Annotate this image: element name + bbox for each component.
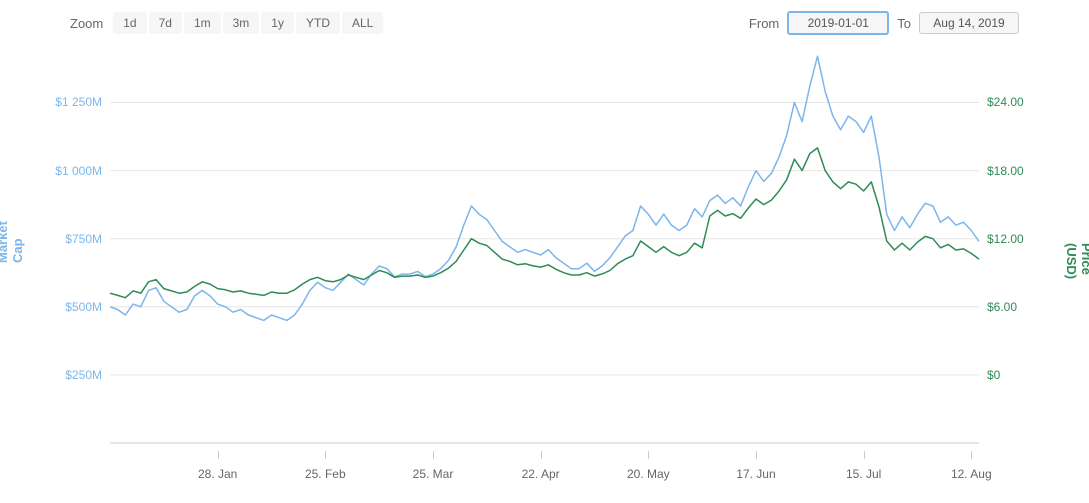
x-tick-mark <box>864 451 865 459</box>
zoom-btn-3m[interactable]: 3m <box>223 12 260 34</box>
chart-svg <box>110 48 979 443</box>
zoom-btn-7d[interactable]: 7d <box>149 12 182 34</box>
y-left-tick: $500M <box>65 300 102 314</box>
x-tick-label: 22. Apr <box>522 467 560 481</box>
zoom-btn-all[interactable]: ALL <box>342 12 383 34</box>
chart-toolbar: Zoom 1d7d1m3m1yYTDALL From 2019-01-01 To… <box>70 8 1019 38</box>
x-tick-label: 20. May <box>627 467 670 481</box>
zoom-label: Zoom <box>70 16 103 31</box>
x-tick-mark <box>433 451 434 459</box>
x-tick-mark <box>971 451 972 459</box>
from-date-input[interactable]: 2019-01-01 <box>787 11 889 35</box>
x-tick-label: 12. Aug <box>951 467 992 481</box>
x-tick-mark <box>218 451 219 459</box>
zoom-button-group: 1d7d1m3m1yYTDALL <box>113 12 385 34</box>
y-right-tick: $12.00 <box>987 232 1024 246</box>
zoom-btn-1y[interactable]: 1y <box>261 12 294 34</box>
zoom-btn-ytd[interactable]: YTD <box>296 12 340 34</box>
y-right-tick: $0 <box>987 368 1000 382</box>
to-date-input[interactable]: Aug 14, 2019 <box>919 12 1019 34</box>
x-tick-label: 15. Jul <box>846 467 881 481</box>
right-axis-title: Price (USD) <box>1064 243 1089 263</box>
y-left-tick: $750M <box>65 232 102 246</box>
from-label: From <box>749 16 779 31</box>
x-tick-mark <box>756 451 757 459</box>
x-tick-label: 25. Feb <box>305 467 346 481</box>
left-axis-title: Market Cap <box>0 243 25 263</box>
plot-area[interactable] <box>110 48 979 443</box>
zoom-btn-1d[interactable]: 1d <box>113 12 146 34</box>
x-tick-label: 17. Jun <box>736 467 775 481</box>
x-tick-mark <box>541 451 542 459</box>
y-right-tick: $6.00 <box>987 300 1017 314</box>
x-tick-mark <box>648 451 649 459</box>
to-label: To <box>897 16 911 31</box>
date-range-picker: From 2019-01-01 To Aug 14, 2019 <box>749 11 1019 35</box>
y-left-tick: $1 250M <box>55 95 102 109</box>
x-tick-label: 28. Jan <box>198 467 237 481</box>
x-axis: 28. Jan 25. Feb 25. Mar 22. Apr 20. May 17. J… <box>110 443 979 503</box>
y-right-tick: $24.00 <box>987 95 1024 109</box>
y-right-tick: $18.00 <box>987 164 1024 178</box>
marketcap-line <box>110 56 979 320</box>
y-left-tick: $250M <box>65 368 102 382</box>
zoom-btn-1m[interactable]: 1m <box>184 12 221 34</box>
chart-container: Zoom 1d7d1m3m1yYTDALL From 2019-01-01 To… <box>0 0 1089 503</box>
x-tick-mark <box>325 451 326 459</box>
x-tick-label: 25. Mar <box>413 467 454 481</box>
y-left-tick: $1 000M <box>55 164 102 178</box>
